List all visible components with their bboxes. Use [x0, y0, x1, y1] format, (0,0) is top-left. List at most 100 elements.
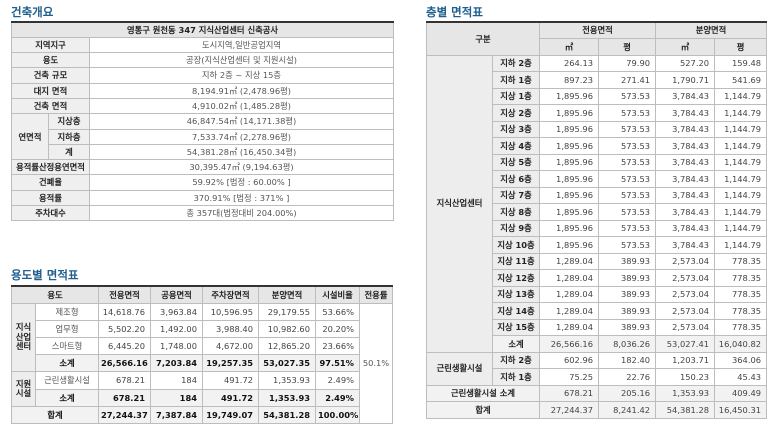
floor-area-sublabel: 지하층	[48, 128, 90, 145]
floor-cell: 1,895.96	[539, 87, 599, 105]
usage-cell: 10,596.95	[202, 302, 259, 321]
floor-cell: 53,027.41	[655, 335, 716, 353]
floor-cell: 527.20	[655, 54, 716, 72]
floor-row: 지상 11층 1,289.04 389.93 2,573.04 778.35	[427, 252, 768, 270]
floor-name: 지하 1층	[492, 71, 540, 89]
usage-subtotal-row: 소계 26,566.16 7,203.84 19,257.35 53,027.35 97.…	[12, 354, 393, 373]
usage-cell: 1,353.93	[258, 371, 316, 390]
floor-cell: 602.96	[539, 351, 599, 369]
overview-row: 대지 면적 8,194.91㎡ (2,478.96평)	[11, 82, 394, 99]
usage-header: 분양면적	[258, 284, 316, 304]
usage-cell: 23.66%	[315, 337, 360, 356]
floor-cell: 389.93	[597, 302, 657, 320]
usage-cell: 1,748.00	[150, 337, 203, 356]
floor-row: 지상 9층 1,895.96 573.53 3,784.43 1,144.79	[427, 219, 768, 237]
overview-value: 총 357대(법정대비 204.00%)	[89, 205, 394, 222]
floor-unit-header: 평	[714, 38, 768, 56]
floor-cell: 573.53	[597, 170, 657, 188]
floor-area-value: 46,847.54㎡ (14,171.38평)	[89, 113, 394, 130]
usage-name: 스마트형	[35, 337, 99, 356]
floor-cell: 1,895.96	[539, 170, 599, 188]
floor-cell: 573.53	[597, 104, 657, 122]
floor-row: 지상 1층 1,895.96 573.53 3,784.43 1,144.79	[427, 87, 768, 105]
usage-cell: 491.72	[202, 371, 259, 390]
floor-cell: 3,784.43	[655, 219, 716, 237]
floor-cell: 541.69	[714, 71, 768, 89]
floor-cell: 778.35	[714, 302, 768, 320]
usage-name: 제조형	[35, 302, 99, 321]
group-label-line: 시설	[15, 388, 32, 399]
floor-subtotal-label: 근린생활시설 소계	[426, 384, 540, 402]
usage-name: 업무형	[35, 319, 99, 339]
usage-header-row: 용도 전용면적 공용면적 주차장면적 분양면적 시설비율 전용률	[11, 284, 393, 304]
floor-name: 지하 2층	[492, 351, 540, 369]
floor-row: 지상 5층 1,895.96 573.53 3,784.43 1,144.79	[427, 153, 768, 171]
floor-cell: 1,289.04	[539, 285, 599, 303]
usage-subtotal-row: 소계 678.21 184 491.72 1,353.93 2.49%	[12, 388, 393, 407]
floor-cell: 27,244.37	[539, 401, 599, 419]
floor-cell: 1,895.96	[539, 203, 599, 221]
floor-cell: 364.06	[714, 351, 768, 369]
floor-cell: 573.53	[597, 236, 657, 254]
floor-row: 지상 15층 1,289.04 389.93 2,573.04 778.35	[427, 318, 768, 336]
usage-cell: 7,203.84	[150, 354, 203, 373]
floor-name: 지상 12층	[492, 269, 540, 287]
overview-label: 용도	[11, 52, 90, 69]
floor-name: 지상 11층	[492, 252, 540, 270]
floor-cell: 1,790.71	[655, 71, 716, 89]
floor-cell: 573.53	[597, 87, 657, 105]
floor-cell: 389.93	[597, 252, 657, 270]
floor-retail-subtotal-row: 근린생활시설 소계 678.21 205.16 1,353.93 409.49	[426, 384, 768, 402]
floor-cell: 1,353.93	[655, 384, 716, 402]
usage-cell: 26,566.16	[98, 354, 151, 373]
overview-label: 건폐율	[11, 174, 90, 191]
usage-cell: 678.21	[98, 388, 151, 407]
floor-table: 구분 전용면적 분양면적 ㎡ 평 ㎡ 평 지식산업센터 지하 2층 264.13 79.90 527.…	[426, 21, 768, 419]
floor-cell: 1,144.79	[714, 203, 768, 221]
floor-cell: 264.13	[539, 54, 599, 72]
floor-row: 지상 3층 1,895.96 573.53 3,784.43 1,144.79	[427, 120, 768, 138]
floor-cell: 150.23	[655, 368, 716, 386]
usage-group-knowledge: 지식 산업 센터	[11, 302, 36, 373]
usage-total-cell: 27,244.37	[98, 405, 151, 425]
overview-row: 건축 규모 지하 2층 ~ 지상 15층	[11, 67, 394, 84]
usage-header: 용도	[11, 284, 99, 304]
floor-cell: 1,203.71	[655, 351, 716, 369]
floor-cell: 409.49	[714, 384, 768, 402]
floor-area-label: 연면적	[11, 113, 49, 161]
floor-cell: 3,784.43	[655, 203, 716, 221]
floor-cell: 1,144.79	[714, 219, 768, 237]
floor-unit-header: 평	[597, 38, 657, 56]
overview-row: 용적률산정용연면적 30,395.47㎡ (9,194.63평)	[11, 159, 394, 176]
overview-title: 건축개요	[11, 5, 54, 19]
overview-table: 영통구 원천동 347 지식산업센터 신축공사 지역지구 도시지역,일반공업지역 용도…	[11, 20, 394, 222]
usage-total-cell: 19,749.07	[202, 405, 259, 425]
floor-cell: 1,895.96	[539, 104, 599, 122]
floor-cell: 573.53	[597, 153, 657, 171]
usage-cell: 12,865.20	[258, 337, 316, 356]
floor-name: 지상 6층	[492, 170, 540, 188]
usage-total-cell: 7,387.84	[150, 405, 203, 425]
overview-row: 용도 공장(지식산업센터 및 지원시설)	[11, 52, 394, 69]
floor-area-row: 지하층 7,533.74㎡ (2,278.96평)	[12, 128, 394, 145]
floor-header-sale: 분양면적	[655, 21, 768, 39]
overview-row: 건폐율 59.92% [법정 : 60.00% ]	[11, 174, 394, 191]
overview-value: 도시지역,일반공업지역	[89, 36, 394, 54]
floor-group-knowledge: 지식산업센터	[426, 54, 493, 353]
floor-title: 층별 면적표	[426, 5, 483, 19]
usage-cell: 1,492.00	[150, 319, 203, 339]
floor-cell: 389.93	[597, 285, 657, 303]
floor-header-row: 구분 전용면적 분양면적	[426, 21, 768, 56]
usage-cell: 20.20%	[315, 319, 360, 339]
floor-cell: 1,289.04	[539, 252, 599, 270]
floor-cell: 778.35	[714, 252, 768, 270]
floor-cell: 1,289.04	[539, 302, 599, 320]
floor-cell: 573.53	[597, 203, 657, 221]
overview-row: 지역지구 도시지역,일반공업지역	[11, 36, 394, 54]
usage-cell: 29,179.55	[258, 302, 316, 321]
usage-total-cell: 100.00%	[315, 405, 360, 425]
floor-cell: 8,241.42	[597, 401, 657, 419]
floor-group-retail: 근린생활시설	[426, 351, 493, 386]
floor-cell: 2,573.04	[655, 252, 716, 270]
overview-label: 지역지구	[11, 36, 90, 54]
